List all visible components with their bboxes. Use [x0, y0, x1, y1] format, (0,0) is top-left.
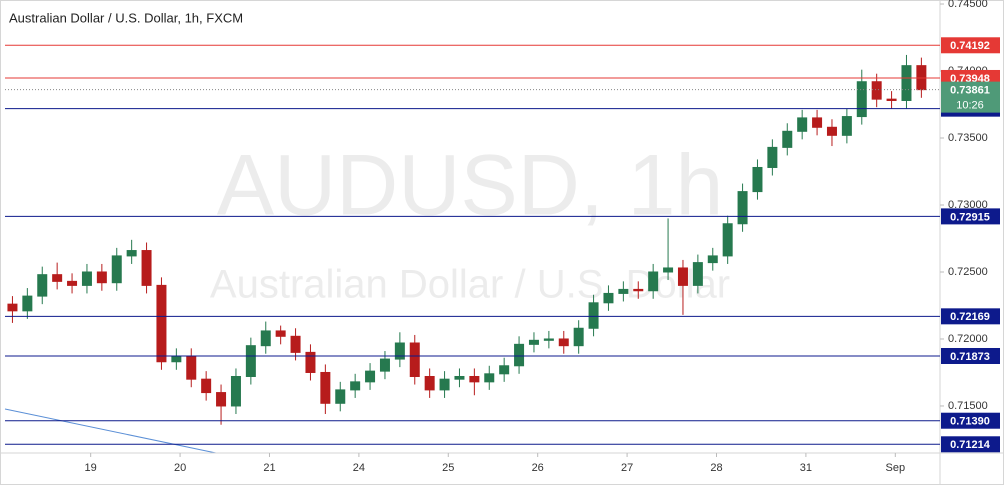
candle-body: [558, 338, 569, 347]
x-tick-label: 25: [442, 462, 454, 474]
y-tick-label: 0.72000: [948, 333, 988, 345]
candle-body: [335, 389, 346, 404]
level-label: 0.71390: [950, 416, 990, 428]
candle-body: [618, 288, 629, 294]
x-tick-label: Sep: [886, 462, 906, 474]
candle-body: [275, 330, 286, 337]
x-tick-label: 28: [710, 462, 722, 474]
candle-body: [797, 117, 808, 132]
level-label: 0.71873: [950, 351, 990, 363]
y-tick-label: 0.72500: [948, 266, 988, 278]
watermark-subtitle: Australian Dollar / U.S. Dollar: [210, 263, 730, 307]
candle-body: [201, 378, 212, 394]
candle-body: [230, 375, 241, 407]
candle-body: [677, 267, 688, 286]
candle-body: [767, 146, 778, 168]
y-tick-label: 0.73000: [948, 199, 988, 211]
candle-body: [737, 191, 748, 225]
level-label: 0.72169: [950, 311, 990, 323]
x-tick-label: 21: [263, 462, 275, 474]
candle-body: [841, 116, 852, 136]
watermark: AUDUSD, 1h: [217, 138, 724, 234]
candle-body: [812, 117, 823, 128]
x-tick-label: 24: [353, 462, 365, 474]
level-label-bg: [941, 347, 1000, 364]
countdown: 10:26: [956, 100, 984, 112]
current-price-label: 0.73861: [950, 85, 990, 97]
candle-body: [648, 271, 659, 292]
level-label-bg: [941, 436, 1000, 453]
chart-title: Australian Dollar / U.S. Dollar, 1h, FXC…: [9, 10, 243, 25]
x-tick-label: 19: [85, 462, 97, 474]
candle-body: [499, 365, 510, 375]
x-tick-label: 31: [800, 462, 812, 474]
candle-body: [782, 130, 793, 148]
level-label: 0.74192: [950, 40, 990, 52]
candle-body: [514, 343, 525, 367]
candle-body: [305, 351, 316, 373]
candle-body: [81, 271, 92, 286]
candle-body: [379, 358, 390, 372]
candle-body: [663, 267, 674, 273]
y-tick-label: 0.74500: [948, 0, 988, 10]
candle-body: [439, 378, 450, 391]
level-label-bg: [941, 412, 1000, 429]
candle-body: [826, 126, 837, 136]
candle-body: [290, 335, 301, 353]
candle-body: [886, 98, 897, 101]
candle-body: [901, 65, 912, 101]
candle-body: [126, 250, 137, 257]
candle-body: [543, 338, 554, 341]
candle-body: [588, 302, 599, 329]
candle-body: [260, 330, 271, 347]
candle-body: [752, 166, 763, 193]
candle-body: [67, 280, 78, 286]
level-label-bg: [941, 37, 1000, 54]
level-label: 0.71214: [950, 439, 991, 451]
candle-body: [52, 274, 63, 282]
candle-body: [245, 345, 256, 377]
candle-body: [365, 370, 376, 383]
candle-body: [7, 303, 18, 312]
y-tick-label: 0.71500: [948, 400, 988, 412]
candle-body: [186, 355, 197, 380]
x-tick-label: 27: [621, 462, 633, 474]
candle-body: [603, 292, 614, 304]
candle-body: [633, 288, 644, 292]
candle-body: [484, 373, 495, 383]
candle-body: [171, 355, 182, 363]
level-label: 0.72915: [950, 211, 990, 223]
candle-body: [409, 342, 420, 377]
candle-body: [692, 262, 703, 286]
candle-body: [156, 284, 167, 363]
candle-body: [528, 339, 539, 345]
candle-body: [96, 271, 107, 284]
current-price-bg: [941, 81, 1000, 113]
candle-body: [573, 327, 584, 347]
candle-body: [216, 392, 227, 407]
candle-body: [141, 250, 152, 286]
level-label-bg: [941, 208, 1000, 225]
candle-body: [350, 381, 361, 391]
trend-line: [4, 408, 217, 454]
x-tick-label: 26: [532, 462, 544, 474]
candle-body: [37, 274, 48, 297]
candle-body: [722, 223, 733, 257]
candle-body: [454, 375, 465, 380]
candle-body: [871, 81, 882, 100]
candle-body: [320, 371, 331, 404]
candle-body: [856, 81, 867, 118]
y-tick-label: 0.73500: [948, 132, 988, 144]
candle-body: [22, 295, 33, 312]
level-label-bg: [941, 308, 1000, 325]
candle-body: [111, 255, 122, 284]
x-tick-label: 20: [174, 462, 186, 474]
candle-body: [424, 375, 435, 391]
candle-body: [469, 375, 480, 383]
candle-body: [707, 255, 718, 264]
candle-body: [394, 342, 405, 360]
